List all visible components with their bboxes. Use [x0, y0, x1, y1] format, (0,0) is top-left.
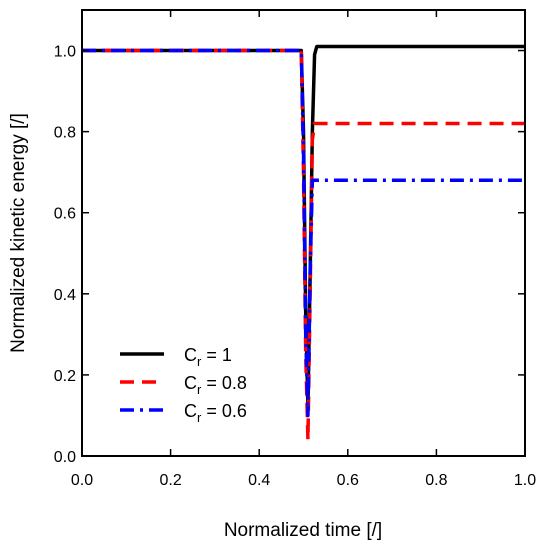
legend: Cr = 1 Cr = 0.8 Cr = 0.6 [120, 345, 247, 425]
y-tick-label: 0.4 [54, 287, 76, 304]
plot-frame [81, 9, 526, 457]
y-tick-label: 0.2 [54, 368, 76, 385]
y-axis-ticks: 0.0 0.2 0.4 0.6 0.8 1.0 [54, 44, 525, 466]
x-axis-ticks: 0.0 0.2 0.4 0.6 0.8 1.0 [71, 10, 536, 489]
x-tick-label: 0.2 [159, 472, 181, 489]
y-tick-label: 1.0 [54, 44, 76, 61]
legend-label-2: Cr = 0.8 [184, 373, 247, 397]
y-tick-label: 0.0 [54, 449, 76, 466]
y-tick-label: 0.8 [54, 125, 76, 142]
series-line-3 [82, 48, 525, 418]
y-tick-label: 0.6 [54, 206, 76, 223]
x-tick-label: 0.0 [71, 472, 93, 489]
series-line-2 [82, 48, 525, 442]
legend-label-1: Cr = 1 [184, 345, 232, 369]
x-tick-label: 0.8 [425, 472, 447, 489]
legend-label-3: Cr = 0.6 [184, 401, 247, 425]
x-tick-label: 1.0 [514, 472, 536, 489]
x-tick-label: 0.4 [248, 472, 270, 489]
x-tick-label: 0.6 [337, 472, 359, 489]
y-axis-title: Normalized kinetic energy [/] [8, 113, 29, 353]
plot-lines [82, 44, 525, 442]
x-axis-title: Normalized time [/] [224, 520, 382, 541]
